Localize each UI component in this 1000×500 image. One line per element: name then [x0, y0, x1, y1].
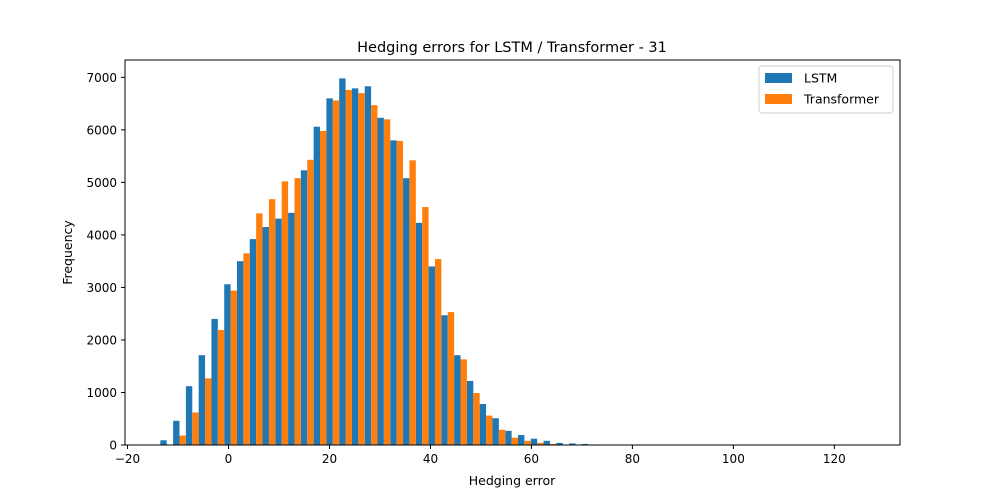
bar-lstm-13: [326, 98, 333, 445]
bar-lstm-16: [364, 86, 372, 445]
bar-lstm-9: [275, 218, 282, 445]
bar-lstm-11: [300, 170, 308, 446]
bar-lstm-2: [185, 386, 193, 445]
bar-transformer-21: [434, 259, 442, 445]
bar-transformer-14: [345, 89, 352, 445]
bar-lstm-17: [377, 117, 384, 445]
bar-lstm-12: [313, 126, 321, 446]
legend-swatch-transformer: [765, 94, 792, 104]
bar-lstm-4: [211, 318, 218, 445]
bar-transformer-13: [332, 100, 340, 445]
bar-transformer-27: [511, 437, 519, 445]
bar-transformer-29: [537, 442, 544, 445]
bar-lstm-7: [249, 239, 257, 445]
legend-box: [758, 65, 894, 114]
bar-transformer-23: [460, 359, 467, 445]
bar-transformer-1: [179, 435, 186, 445]
bar-transformer-2: [192, 412, 199, 445]
y-tick-label: 7000: [86, 71, 117, 85]
x-tick-label: 100: [722, 452, 745, 466]
bar-transformer-22: [447, 312, 455, 445]
bar-lstm-20: [415, 222, 423, 445]
y-tick-label: 4000: [86, 228, 117, 242]
legend-swatch-lstm: [765, 73, 792, 83]
y-tick-label: 0: [109, 439, 117, 453]
bar-lstm-19: [403, 178, 410, 445]
bar-transformer-7: [256, 213, 263, 445]
bar-lstm-6: [236, 261, 244, 445]
bar-transformer-17: [383, 119, 391, 445]
bar-lstm-8: [262, 227, 269, 445]
bar-lstm-10: [288, 212, 295, 445]
bar-lstm-25: [479, 404, 487, 445]
x-tick-label: 20: [322, 452, 337, 466]
bar-transformer-30: [549, 443, 557, 445]
bar-lstm-27: [505, 430, 512, 445]
bar-transformer-6: [243, 253, 250, 445]
bar-lstm-23: [454, 355, 461, 445]
bar-transformer-25: [486, 415, 493, 445]
y-tick-label: 2000: [86, 333, 117, 347]
bar-lstm-0: [160, 440, 167, 445]
bar-lstm-22: [441, 315, 448, 445]
bar-lstm-18: [390, 140, 397, 446]
x-tick-label: −20: [115, 452, 140, 466]
chart-title: Hedging errors for LSTM / Transformer - …: [357, 40, 667, 56]
bar-transformer-26: [498, 429, 506, 445]
y-axis-label: Frequency: [60, 220, 75, 285]
x-axis: −20 0 20 40 60 80 100 120: [115, 445, 846, 466]
bar-transformer-28: [524, 440, 531, 445]
bar-lstm-5: [224, 284, 231, 445]
y-tick-label: 5000: [86, 176, 117, 190]
bar-lstm-30: [543, 440, 550, 445]
y-tick-label: 1000: [86, 386, 117, 400]
bar-transformer-19: [409, 160, 416, 445]
bar-lstm-3: [198, 355, 206, 445]
bar-transformer-16: [371, 105, 378, 446]
bar-lstm-31: [556, 442, 563, 445]
y-tick-label: 3000: [86, 281, 117, 295]
bar-transformer-20: [422, 207, 429, 445]
bar-transformer-12: [320, 130, 327, 445]
bar-lstm-21: [428, 266, 435, 445]
bar-transformer-10: [294, 178, 301, 445]
bars-layer: [160, 78, 602, 446]
y-axis: 0 1000 2000 3000 4000 5000 6000 7000: [86, 71, 125, 453]
bar-transformer-24: [473, 393, 480, 445]
x-tick-label: 0: [225, 452, 233, 466]
bar-transformer-5: [230, 290, 237, 445]
bar-lstm-33: [581, 443, 589, 445]
legend-label-lstm: LSTM: [804, 71, 837, 86]
bar-transformer-18: [396, 140, 404, 445]
plot-frame: [124, 59, 901, 446]
x-tick-label: 80: [625, 452, 640, 466]
legend: LSTM Transformer: [758, 65, 894, 114]
bar-lstm-1: [173, 420, 180, 445]
bar-transformer-11: [307, 159, 314, 446]
bar-transformer-9: [281, 181, 289, 445]
x-tick-label: 120: [823, 452, 846, 466]
bar-lstm-28: [518, 435, 525, 445]
bar-lstm-24: [466, 380, 474, 445]
bar-transformer-3: [205, 378, 212, 445]
x-tick-label: 60: [524, 452, 539, 466]
bar-transformer-8: [268, 199, 276, 445]
legend-label-transformer: Transformer: [803, 92, 880, 107]
y-tick-label: 6000: [86, 123, 117, 137]
bar-lstm-26: [492, 418, 499, 445]
bar-lstm-32: [569, 443, 576, 445]
bar-lstm-29: [530, 438, 538, 445]
bar-transformer-15: [358, 93, 365, 445]
x-tick-label: 40: [423, 452, 438, 466]
bar-transformer-4: [217, 329, 225, 445]
x-axis-label: Hedging error: [469, 473, 556, 488]
bar-lstm-14: [339, 78, 346, 445]
bar-lstm-15: [351, 88, 359, 446]
